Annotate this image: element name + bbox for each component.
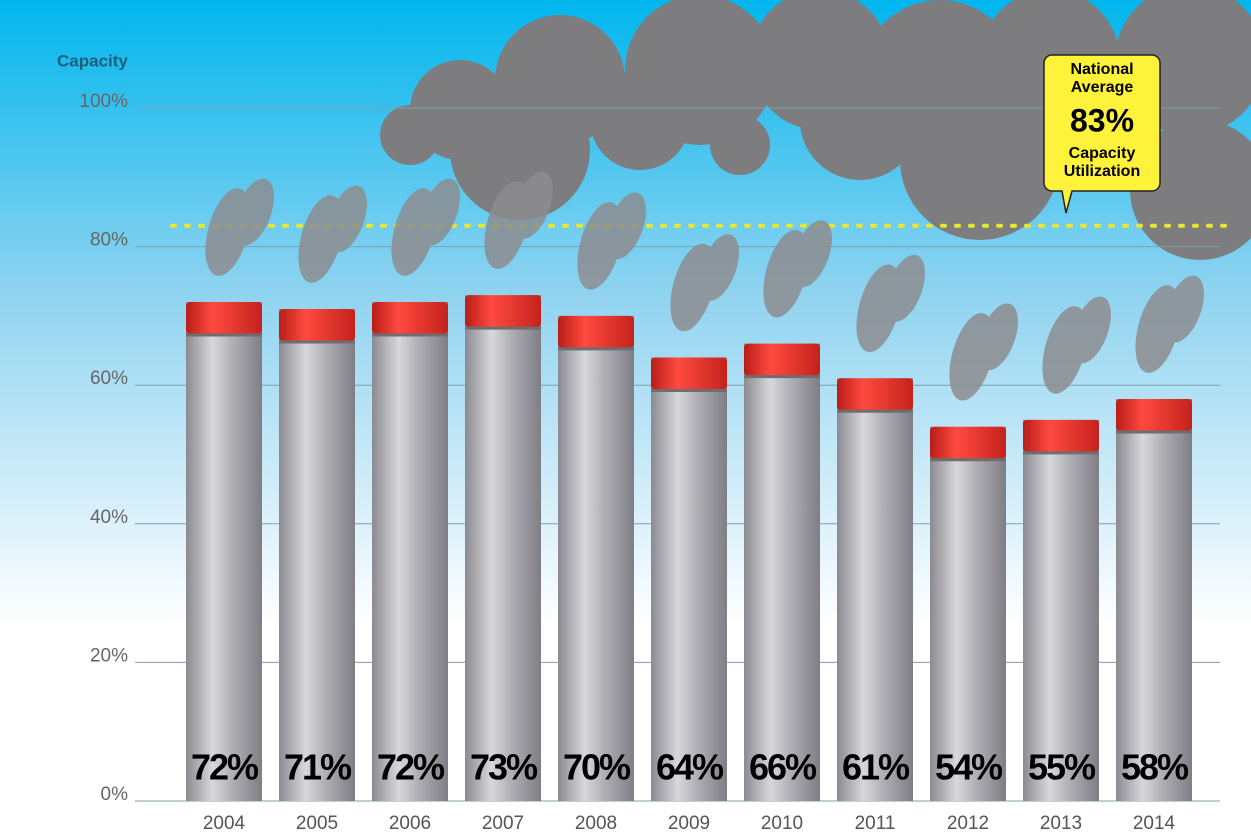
bar-cap xyxy=(372,302,448,335)
value-label: 61% xyxy=(842,747,910,788)
smoke-puff xyxy=(1071,296,1111,364)
smoke xyxy=(949,303,1018,401)
bar-cap xyxy=(1116,399,1192,432)
x-tick-label: 2005 xyxy=(296,813,338,834)
bar xyxy=(930,426,1006,801)
bar xyxy=(1116,399,1192,801)
x-tick-label: 2007 xyxy=(482,813,524,834)
smoke xyxy=(484,171,553,269)
value-label: 73% xyxy=(470,747,538,788)
bar xyxy=(744,343,820,801)
value-label: 71% xyxy=(284,747,352,788)
x-tick-label: 2006 xyxy=(389,813,431,834)
y-tick-label: 100% xyxy=(79,91,128,112)
bar xyxy=(372,302,448,801)
bar xyxy=(465,295,541,801)
smoke xyxy=(763,220,832,318)
smoke xyxy=(391,178,460,276)
bar-cap xyxy=(1023,419,1099,452)
value-label: 66% xyxy=(749,747,817,788)
bar xyxy=(186,302,262,801)
x-tick-label: 2008 xyxy=(575,813,617,834)
y-axis-label: Capacity xyxy=(57,51,128,70)
value-label: 64% xyxy=(656,747,724,788)
x-tick-label: 2010 xyxy=(761,813,803,834)
value-label: 54% xyxy=(935,747,1003,788)
smoke-puff xyxy=(699,234,739,301)
bar-cap xyxy=(186,302,262,335)
smoke-puff xyxy=(978,303,1018,371)
callout-text: Average xyxy=(1071,79,1134,96)
smoke-puff xyxy=(513,171,553,239)
y-tick-label: 60% xyxy=(90,368,128,389)
bar-cap xyxy=(837,378,913,411)
smoke xyxy=(205,178,274,276)
value-label: 72% xyxy=(377,747,445,788)
smoke xyxy=(298,185,367,283)
callout-value: 83% xyxy=(1070,102,1134,138)
x-tick-label: 2009 xyxy=(668,813,710,834)
bar-cap xyxy=(279,308,355,341)
smoke-puff xyxy=(420,178,460,246)
smoke-puff xyxy=(792,220,832,288)
smoke-puff xyxy=(885,254,925,322)
smoke-puff xyxy=(234,178,274,246)
bar-cap xyxy=(651,357,727,390)
bar-cap xyxy=(465,295,541,328)
smoke xyxy=(856,254,925,353)
value-label: 55% xyxy=(1028,747,1096,788)
bar-cap xyxy=(558,315,634,348)
bar xyxy=(279,308,355,801)
bar xyxy=(837,378,913,801)
x-tick-label: 2014 xyxy=(1133,813,1176,834)
smoke xyxy=(577,192,646,290)
callout-text: Utilization xyxy=(1064,163,1140,180)
bar xyxy=(651,357,727,801)
callout-box xyxy=(1043,54,1161,214)
value-label: 58% xyxy=(1121,747,1189,788)
x-tick-label: 2004 xyxy=(203,813,246,834)
y-tick-label: 20% xyxy=(90,645,128,666)
x-tick-label: 2011 xyxy=(855,813,896,834)
callout-text: Capacity xyxy=(1069,145,1136,162)
bar-cap xyxy=(744,343,820,376)
bar xyxy=(558,315,634,801)
smoke-puff xyxy=(606,192,646,260)
y-tick-label: 80% xyxy=(90,230,128,251)
bar-cap xyxy=(930,426,1006,459)
value-label: 72% xyxy=(191,747,259,788)
x-tick-label: 2012 xyxy=(947,813,989,834)
x-tick-label: 2013 xyxy=(1040,813,1082,834)
smoke xyxy=(1042,296,1111,394)
callout-text: National xyxy=(1070,61,1133,78)
y-tick-label: 40% xyxy=(90,507,128,528)
smoke xyxy=(670,234,739,332)
smoke-puff xyxy=(327,185,367,253)
bar xyxy=(1023,419,1099,801)
smoke-puff xyxy=(1164,275,1204,343)
smoke xyxy=(1135,275,1204,373)
y-tick-label: 0% xyxy=(101,784,129,805)
value-label: 70% xyxy=(563,747,631,788)
